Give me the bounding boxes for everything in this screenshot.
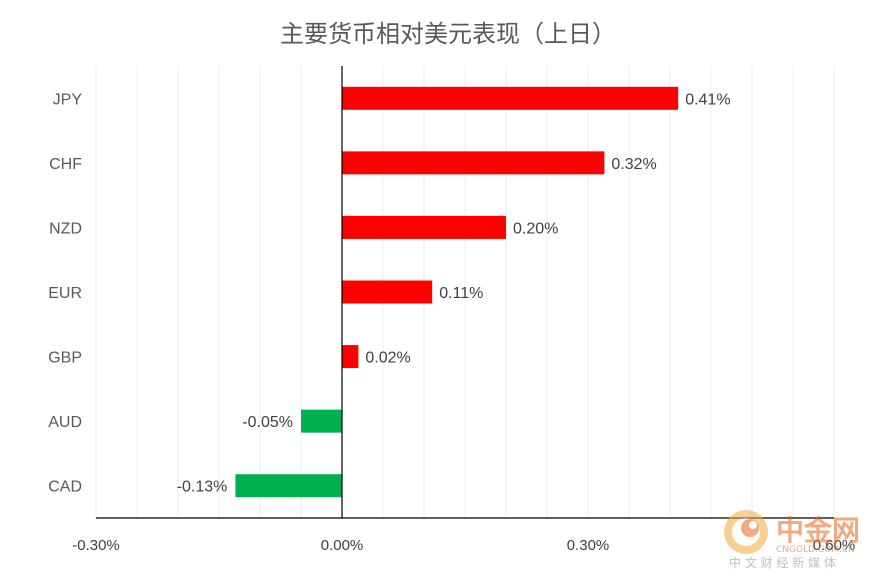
- category-label: CAD: [48, 479, 82, 496]
- bars: [235, 86, 679, 498]
- category-label: EUR: [48, 285, 82, 302]
- labels: JPY 0.41% CHF 0.32% NZD 0.20% EUR 0.11% GBP 0.02%…: [48, 91, 855, 554]
- bar-nzd: [342, 215, 506, 239]
- x-tick-label: 0.00%: [321, 537, 364, 554]
- bar-aud: [301, 409, 342, 433]
- category-label: JPY: [53, 91, 83, 108]
- grid: [95, 66, 835, 518]
- data-label: -0.13%: [177, 479, 228, 496]
- data-label: -0.05%: [242, 414, 293, 431]
- category-label: NZD: [49, 220, 82, 237]
- watermark-url: CNGOLD.COM.CN: [776, 545, 855, 555]
- category-label: AUD: [48, 414, 82, 431]
- cngold-logo-icon: [724, 510, 768, 554]
- watermark-name: 中金网: [776, 514, 860, 547]
- bar-jpy: [342, 86, 679, 110]
- x-tick-label: 0.30%: [567, 537, 610, 554]
- data-label: 0.02%: [365, 350, 410, 367]
- axes: [96, 66, 834, 519]
- chart-title: 主要货币相对美元表现（上日）: [280, 20, 616, 48]
- bar-cad: [235, 474, 342, 498]
- bar-chf: [342, 151, 605, 175]
- x-tick-label: 0.60%: [813, 537, 856, 554]
- watermark: 中金网 CNGOLD.COM.CN 中 文 财 经 新 媒 体: [724, 510, 860, 570]
- data-label: 0.20%: [513, 220, 558, 237]
- data-label: 0.11%: [439, 285, 483, 302]
- x-tick-label: -0.30%: [72, 537, 120, 554]
- category-label: CHF: [49, 156, 82, 173]
- data-label: 0.32%: [611, 156, 656, 173]
- bar-gbp: [342, 345, 359, 369]
- category-label: GBP: [48, 350, 82, 367]
- watermark-tagline: 中 文 财 经 新 媒 体: [729, 555, 836, 570]
- bar-eur: [342, 280, 433, 304]
- data-label: 0.41%: [685, 91, 730, 108]
